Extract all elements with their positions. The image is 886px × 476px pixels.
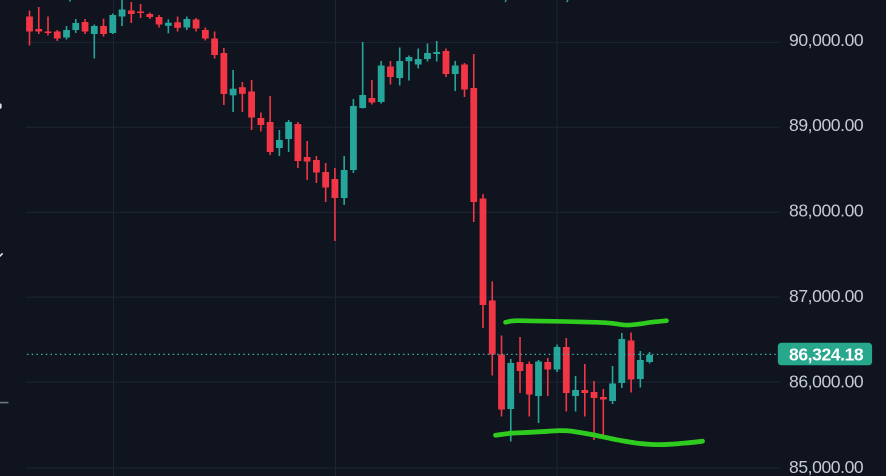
svg-text:86,000.00: 86,000.00 bbox=[789, 371, 864, 391]
svg-text:90,000.00: 90,000.00 bbox=[789, 30, 864, 50]
svg-text:88,000.00: 88,000.00 bbox=[789, 201, 864, 221]
svg-text:86,324.18: 86,324.18 bbox=[789, 344, 864, 364]
svg-text:87,000.00: 87,000.00 bbox=[789, 286, 864, 306]
svg-text:89,000.00: 89,000.00 bbox=[789, 115, 864, 135]
svg-text:85,000.00: 85,000.00 bbox=[789, 457, 864, 476]
